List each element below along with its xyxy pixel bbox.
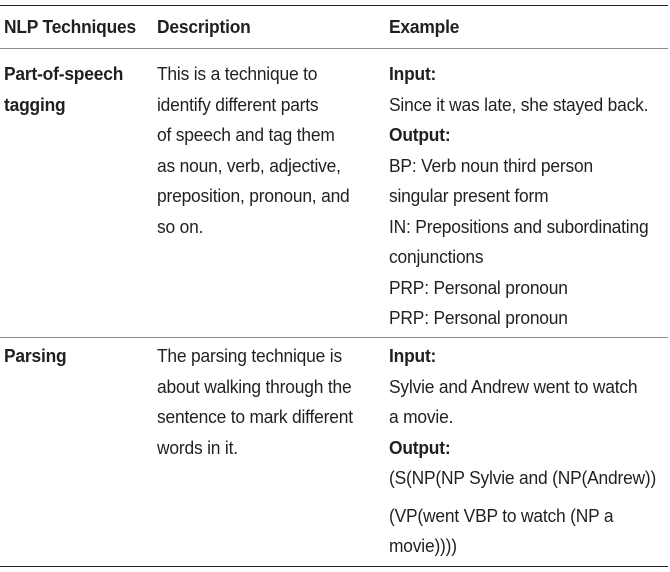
table-top-rule xyxy=(0,5,668,6)
input-line: Sylvie and Andrew went to watch xyxy=(389,375,638,397)
output-line: IN: Prepositions and subordinating xyxy=(389,215,649,237)
description-line: sentence to mark different xyxy=(157,406,353,427)
description-line: words in it. xyxy=(157,436,238,458)
header-description: Description xyxy=(157,16,251,37)
header-nlp-techniques: NLP Techniques xyxy=(4,16,137,37)
row-divider-rule xyxy=(0,337,668,338)
table-row-1-technique: Part-of-speech tagging xyxy=(4,59,123,120)
table-row-1-description: This is a technique to identify differen… xyxy=(157,59,350,242)
input-label: Input: xyxy=(389,63,437,84)
output-line: PRP: Personal pronoun xyxy=(389,276,568,298)
table-row-2-technique: Parsing xyxy=(4,341,67,372)
input-line: Since it was late, she stayed back. xyxy=(389,93,649,115)
input-label: Input: xyxy=(389,345,437,366)
output-line: (VP(went VBP to watch (NP a xyxy=(389,504,614,526)
table-row-1-example: Input: Since it was late, she stayed bac… xyxy=(389,59,649,334)
description-line: The parsing technique is xyxy=(157,345,342,366)
technique-line: Parsing xyxy=(4,345,67,366)
output-line: PRP: Personal pronoun xyxy=(389,307,568,328)
technique-line: Part-of-speech xyxy=(4,63,124,84)
description-line: This is a technique to xyxy=(157,63,318,84)
output-label: Output: xyxy=(389,124,451,145)
input-line: a movie. xyxy=(389,406,454,427)
description-line: identify different parts xyxy=(157,93,319,115)
output-line: BP: Verb noun third person xyxy=(389,154,593,176)
header-rule xyxy=(0,48,668,49)
description-line: preposition, pronoun, and xyxy=(157,185,350,206)
header-example: Example xyxy=(389,16,460,37)
output-line: singular present form xyxy=(389,185,549,206)
technique-line: tagging xyxy=(4,93,66,115)
description-line: as noun, verb, adjective, xyxy=(157,154,341,176)
description-line: so on. xyxy=(157,215,204,237)
output-label: Output: xyxy=(389,436,451,458)
table-row-2-description: The parsing technique is about walking t… xyxy=(157,341,353,463)
description-line: of speech and tag them xyxy=(157,124,335,145)
table-bottom-rule xyxy=(0,566,668,567)
output-line: conjunctions xyxy=(389,246,484,267)
output-line: (S(NP(NP Sylvie and (NP(Andrew)) xyxy=(389,467,657,488)
description-line: about walking through the xyxy=(157,375,352,397)
table-row-2-example: Input: Sylvie and Andrew went to watch a… xyxy=(389,341,656,562)
output-line: movie)))) xyxy=(389,535,457,556)
